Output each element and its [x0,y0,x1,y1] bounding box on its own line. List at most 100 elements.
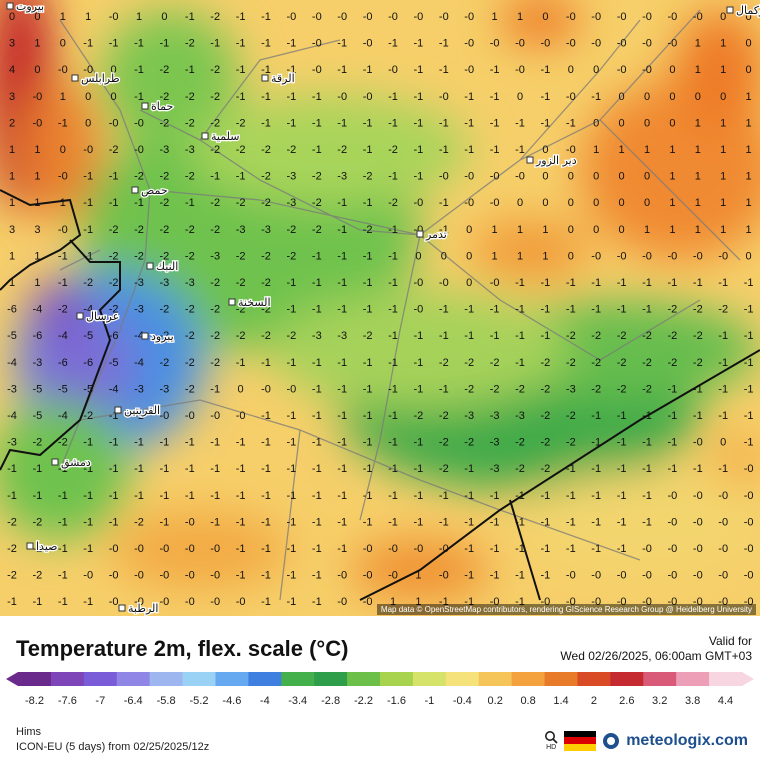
grid-value: -0 [668,543,678,555]
grid-value: -1 [109,410,119,422]
grid-value: 1 [695,197,701,209]
grid-value: -1 [693,410,703,422]
grid-value: -2 [312,224,322,236]
scale-tick-label: -1 [425,695,435,707]
grid-value: -3 [566,383,576,395]
grid-value: -1 [109,516,119,528]
grid-value: -0 [414,543,424,555]
grid-value: -3 [490,463,500,475]
temperature-map[interactable]: 0 0 1 1 -0 1 0 -1 -2 -1 -1 -0 -0 -0 -0 -0 -0 -0 -0 1 1 0 -0 -0 -… [0,0,760,616]
grid-value: -1 [591,277,601,289]
grid-value: -1 [541,490,551,502]
grid-value: 0 [466,224,472,236]
grid-value: -1 [109,197,119,209]
grid-value: -1 [337,490,347,502]
grid-value: -0 [693,11,703,23]
hd-toggle[interactable]: HD [544,730,558,751]
grid-value: -1 [414,463,424,475]
scale-swatch [149,672,184,686]
grid-value: -0 [490,596,500,608]
city-marker [146,262,154,270]
grid-value: -2 [236,144,246,156]
grid-value: -2 [33,437,43,449]
grid-value: 1 [644,144,650,156]
grid-value: -0 [210,543,220,555]
scale-swatch [248,672,282,686]
grid-value: -1 [490,304,500,316]
grid-value: -2 [388,144,398,156]
grid-value: -1 [591,463,601,475]
map-attribution[interactable]: Map data © OpenStreetMap contributors, r… [376,604,756,615]
grid-value: -2 [109,250,119,262]
grid-value: -0 [58,64,68,76]
grid-value: -1 [617,516,627,528]
grid-value: -1 [515,570,525,582]
grid-value: 0 [619,117,625,129]
grid-value: -1 [414,383,424,395]
grid-value: -0 [668,38,678,50]
grid-value: -1 [312,570,322,582]
city-marker [26,542,34,550]
grid-value: -1 [363,490,373,502]
grid-value: -0 [668,11,678,23]
grid-value: 3 [34,224,40,236]
grid-value: -2 [591,383,601,395]
grid-value: -1 [388,330,398,342]
grid-value: -1 [515,304,525,316]
grid-value: -1 [566,117,576,129]
grid-value: -2 [617,357,627,369]
city-label: الرطبة [128,602,158,615]
grid-value: 1 [34,171,40,183]
grid-value: -1 [566,463,576,475]
city-marker [526,156,534,164]
grid-value: -1 [287,596,297,608]
brand-name[interactable]: meteologix.com [626,731,748,749]
grid-value: -4 [134,330,144,342]
grid-value: 1 [60,197,66,209]
grid-value: -1 [261,463,271,475]
grid-value: -0 [363,596,373,608]
grid-value: -1 [414,437,424,449]
grid-value: -2 [490,357,500,369]
grid-value: 1 [746,224,752,236]
grid-value: -4 [33,304,43,316]
grid-value: 0 [619,91,625,103]
grid-value: -1 [642,516,652,528]
grid-value: -1 [287,570,297,582]
grid-value: -1 [83,250,93,262]
grid-value: -1 [312,596,322,608]
grid-value: 0 [644,171,650,183]
grid-value: -0 [414,11,424,23]
grid-value: -1 [337,543,347,555]
grid-value: -0 [490,38,500,50]
grid-value: 4 [9,64,15,76]
grid-value: 1 [720,224,726,236]
magnifier-icon[interactable] [544,730,558,744]
grid-value: -2 [312,197,322,209]
grid-value: -1 [414,171,424,183]
grid-value: -0 [744,596,754,608]
grid-value: -2 [591,357,601,369]
grid-value: -1 [363,357,373,369]
grid-value: -2 [363,330,373,342]
grid-value: -1 [83,463,93,475]
scale-tick-label: 3.2 [652,695,667,707]
grid-value: -0 [337,11,347,23]
grid-value: -2 [58,304,68,316]
grid-value: -1 [185,437,195,449]
grid-value: 1 [492,224,498,236]
grid-value: -0 [134,596,144,608]
grid-value: -0 [617,64,627,76]
grid-value: -0 [134,543,144,555]
grid-value: -1 [287,38,297,50]
grid-value: -0 [363,570,373,582]
grid-value: -1 [312,516,322,528]
grid-value: -1 [134,410,144,422]
grid-value: -2 [566,357,576,369]
grid-value: 1 [9,277,15,289]
grid-value: -3 [7,383,17,395]
grid-value: -3 [33,357,43,369]
grid-value: -0 [185,570,195,582]
grid-value: -3 [236,224,246,236]
grid-value: -1 [337,304,347,316]
